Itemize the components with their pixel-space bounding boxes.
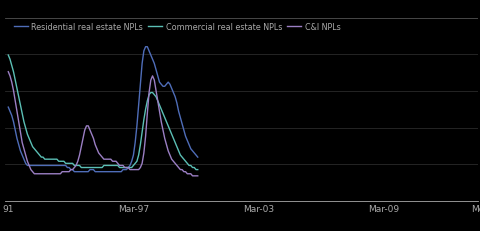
Residential real estate NPLs (5, 106, 11, 109)
Residential real estate NPLs (143, 46, 148, 49)
Residential real estate NPLs (94, 170, 100, 173)
Commercial real estate NPLs (190, 166, 195, 169)
Commercial real estate NPLs (97, 166, 103, 169)
Residential real estate NPLs (186, 144, 192, 146)
Commercial real estate NPLs (193, 168, 199, 171)
C&I NPLs (61, 170, 67, 173)
Residential real estate NPLs (141, 50, 147, 53)
Line: Commercial real estate NPLs: Commercial real estate NPLs (8, 56, 198, 170)
Residential real estate NPLs (193, 154, 199, 157)
C&I NPLs (190, 175, 195, 177)
C&I NPLs (139, 162, 145, 165)
Commercial real estate NPLs (183, 160, 189, 163)
Legend: Residential real estate NPLs, Commercial real estate NPLs, C&I NPLs: Residential real estate NPLs, Commercial… (13, 22, 340, 31)
Residential real estate NPLs (61, 164, 67, 167)
Residential real estate NPLs (195, 156, 201, 159)
Commercial real estate NPLs (5, 55, 11, 57)
C&I NPLs (192, 175, 197, 177)
C&I NPLs (5, 71, 11, 74)
Line: C&I NPLs: C&I NPLs (8, 72, 198, 176)
Residential real estate NPLs (72, 170, 77, 173)
Line: Residential real estate NPLs: Residential real estate NPLs (8, 48, 198, 172)
C&I NPLs (92, 144, 98, 146)
Residential real estate NPLs (99, 170, 105, 173)
Commercial real estate NPLs (92, 166, 98, 169)
C&I NPLs (183, 170, 189, 173)
C&I NPLs (97, 154, 103, 157)
Commercial real estate NPLs (195, 168, 201, 171)
C&I NPLs (195, 175, 201, 177)
Commercial real estate NPLs (139, 131, 145, 134)
Commercial real estate NPLs (61, 160, 67, 163)
